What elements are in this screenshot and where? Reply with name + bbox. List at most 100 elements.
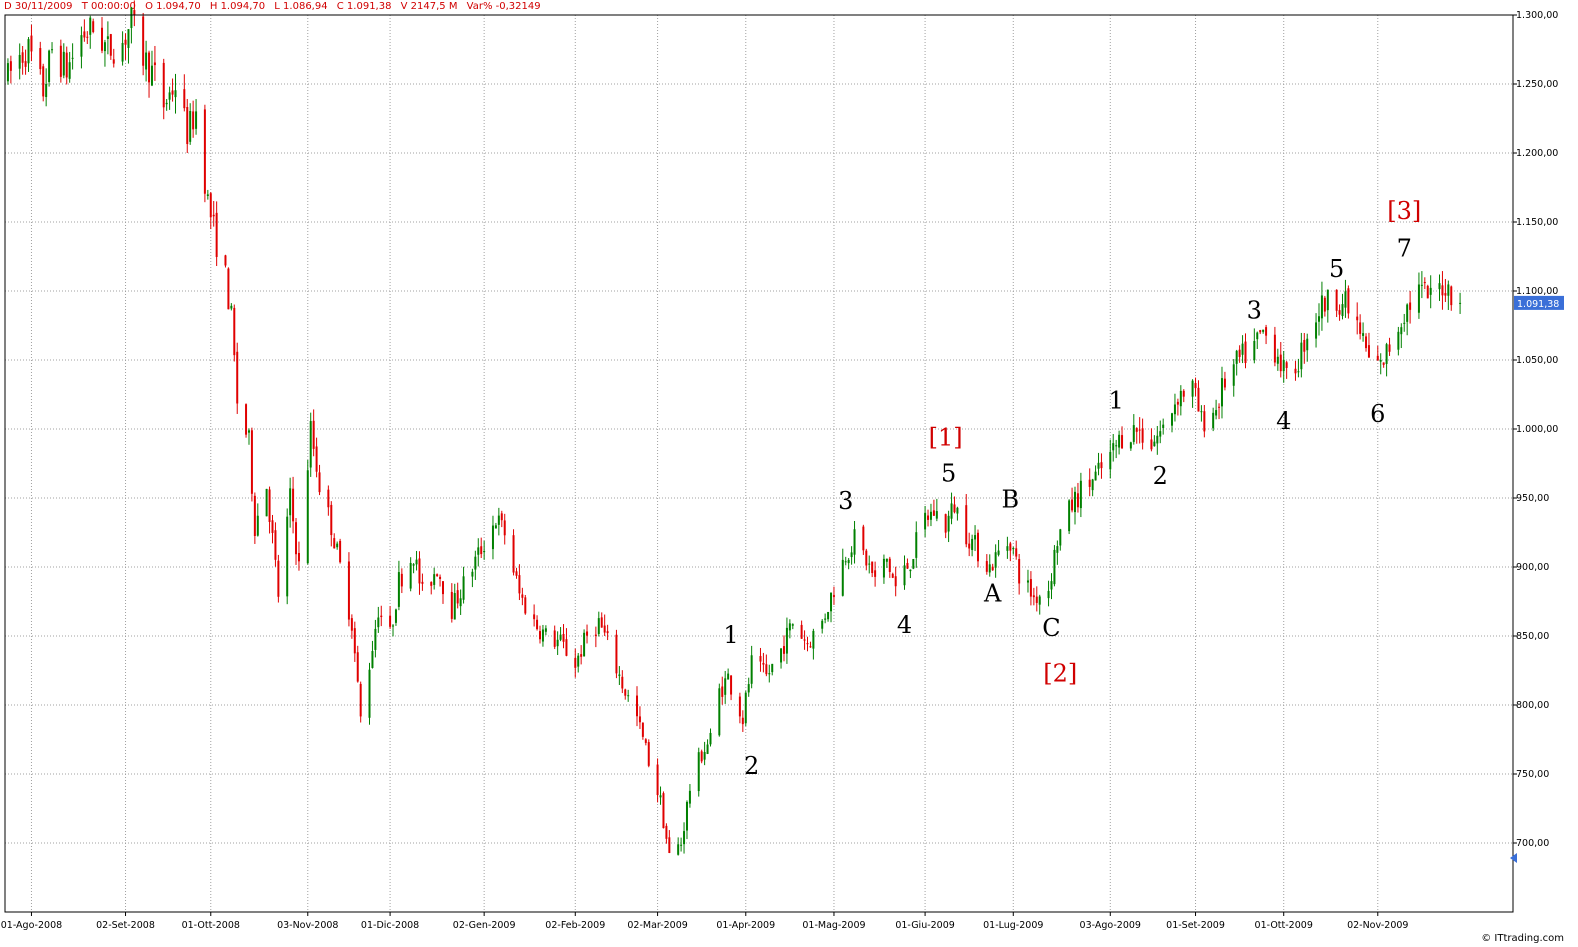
candle-body [245, 404, 248, 435]
candle-body [738, 696, 741, 717]
candle-body [380, 615, 383, 618]
candle-body [1338, 310, 1341, 315]
candle-body [562, 633, 565, 642]
wave-label: B [1002, 486, 1020, 514]
candle-body [106, 36, 109, 39]
candle-body [1162, 424, 1165, 428]
candle-body [583, 632, 586, 657]
candle-body [1132, 425, 1135, 442]
candle-body [430, 582, 433, 586]
candle-body [785, 627, 788, 654]
wave-label: C [1042, 614, 1060, 642]
candle-body [1194, 383, 1197, 389]
candle-body [515, 571, 518, 576]
x-tick-label: 02-Gen-2009 [453, 920, 516, 931]
candle-body [741, 717, 744, 725]
candle-body [730, 675, 733, 695]
candle-body [577, 655, 580, 667]
candle-body [471, 571, 474, 577]
candle-body [659, 795, 662, 798]
candle-body [762, 662, 765, 665]
candle-body [662, 793, 665, 829]
candle-body [148, 52, 151, 83]
candle-body [988, 564, 991, 573]
candle-body [153, 62, 156, 66]
candle-body [1112, 443, 1115, 451]
candle-body [665, 825, 668, 839]
candle-body [580, 654, 583, 657]
candle-body [441, 581, 444, 595]
x-tick-label: 01-Giu-2009 [895, 920, 955, 931]
candle-body [1341, 304, 1344, 317]
candle-body [1403, 322, 1406, 324]
candle-body [830, 592, 833, 612]
candle-body [615, 634, 618, 674]
candle-body [1282, 359, 1285, 372]
candle-body [1294, 368, 1297, 374]
candle-body [209, 193, 212, 218]
candle-body [638, 716, 641, 723]
header-time: T 00:00:00 [81, 1, 136, 12]
candle-body [1367, 345, 1370, 358]
candle-body [1382, 362, 1385, 365]
candle-body [780, 648, 783, 663]
candle-body [536, 619, 539, 630]
candle-body [1035, 596, 1038, 603]
candle-body [483, 551, 486, 553]
candle-body [1015, 548, 1018, 557]
candle-body [644, 739, 647, 743]
candle-body [821, 620, 824, 629]
candle-body [392, 625, 395, 627]
candle-body [909, 569, 912, 572]
y-tick-label: 750,00 [1516, 769, 1549, 780]
candle-body [474, 556, 477, 570]
candle-body [1191, 380, 1194, 397]
candle-body [309, 421, 312, 468]
candle-body [832, 595, 835, 597]
candle-body [1047, 590, 1050, 599]
candle-body [1197, 387, 1200, 412]
candle-body [389, 615, 392, 627]
y-tick-label: 1.150,00 [1516, 217, 1558, 228]
candle-body [327, 489, 330, 508]
candle-body [1385, 344, 1388, 364]
candle-body [1276, 356, 1279, 364]
candle-body [494, 525, 497, 529]
wave-label: [1] [929, 424, 963, 452]
candle-body [606, 631, 609, 634]
candle-body [83, 31, 86, 38]
y-axis: 700,00 750,00 800,00 850,00 900,00 950,00 1.00… [1513, 10, 1558, 849]
candle-body [685, 801, 688, 831]
y-tick-label: 1.200,00 [1516, 148, 1558, 159]
candle-body [935, 511, 938, 519]
candle-body [353, 628, 356, 654]
candle-body [491, 525, 494, 550]
candle-body [680, 844, 683, 846]
candle-body [553, 630, 556, 647]
candle-body [947, 515, 950, 532]
candle-body [371, 651, 374, 668]
candle-body [1300, 342, 1303, 370]
candle-body [462, 576, 465, 600]
candle-body [1438, 283, 1441, 290]
candle-body [1306, 338, 1309, 351]
candle-body [1317, 316, 1320, 322]
candle-body [750, 655, 753, 684]
candle-body [253, 495, 256, 536]
scroll-marker-icon[interactable] [1510, 853, 1517, 863]
candle-body [397, 572, 400, 607]
candle-body [1159, 431, 1162, 437]
wave-label: 2 [1153, 462, 1168, 490]
candle-body [368, 669, 371, 718]
candle-body [765, 664, 768, 675]
candle-body [600, 617, 603, 628]
candle-body [718, 688, 721, 736]
candle-body [480, 546, 483, 555]
candle-body [683, 831, 686, 845]
candle-body [771, 663, 774, 673]
candle-body [1376, 355, 1379, 361]
candle-body [292, 488, 295, 522]
header-open: O 1.094,70 [145, 1, 201, 12]
candle-body [412, 564, 415, 566]
